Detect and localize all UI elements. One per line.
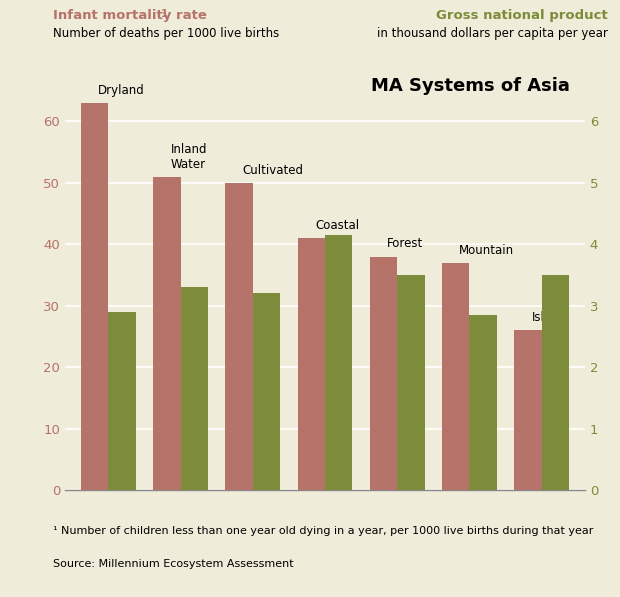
Text: Infant mortality rate: Infant mortality rate — [53, 9, 211, 22]
Text: Gross national product: Gross national product — [436, 9, 608, 22]
Bar — [225, 183, 253, 490]
Text: Forest: Forest — [387, 238, 423, 250]
Text: MA Systems of Asia: MA Systems of Asia — [371, 77, 569, 95]
Bar — [370, 257, 397, 490]
Bar — [180, 287, 208, 490]
Text: Mountain: Mountain — [459, 244, 515, 257]
Text: Inland
Water: Inland Water — [170, 143, 207, 171]
Text: Number of deaths per 1000 live births: Number of deaths per 1000 live births — [53, 27, 279, 40]
Bar — [397, 275, 425, 490]
Bar — [325, 235, 352, 490]
Bar — [253, 294, 280, 490]
Text: 1: 1 — [161, 9, 169, 19]
Bar — [298, 238, 325, 490]
Text: Island: Island — [531, 311, 567, 324]
Text: Dryland: Dryland — [98, 84, 145, 97]
Text: Coastal: Coastal — [315, 219, 359, 232]
Text: in thousand dollars per capita per year: in thousand dollars per capita per year — [377, 27, 608, 40]
Bar — [153, 177, 180, 490]
Bar — [81, 103, 108, 490]
Text: ¹ Number of children less than one year old dying in a year, per 1000 live birth: ¹ Number of children less than one year … — [53, 526, 593, 536]
Text: Cultivated: Cultivated — [242, 164, 304, 177]
Bar — [442, 263, 469, 490]
Bar — [542, 275, 569, 490]
Bar — [469, 315, 497, 490]
Bar — [108, 312, 136, 490]
Text: Source: Millennium Ecosystem Assessment: Source: Millennium Ecosystem Assessment — [53, 559, 293, 569]
Bar — [514, 330, 542, 490]
